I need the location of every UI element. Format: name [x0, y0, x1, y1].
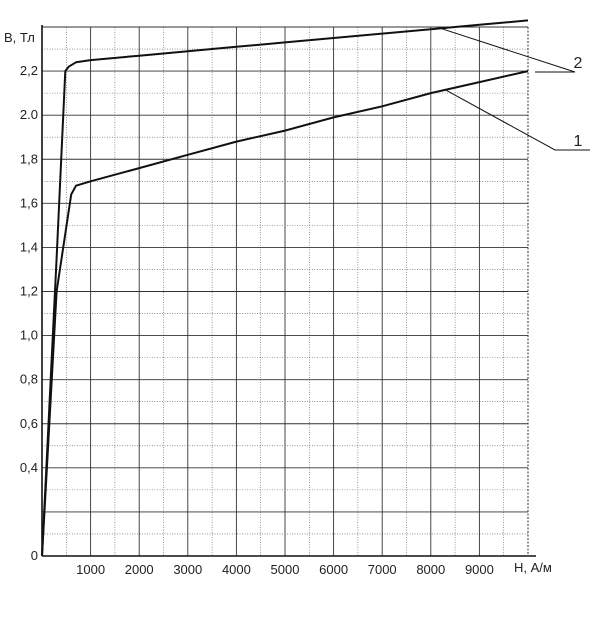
x-tick-label: 4000	[222, 562, 251, 577]
series-label-1: 1	[574, 133, 583, 150]
y-tick-labels: 0 0,4 0,6 0,8 1,0 1,2 1,4 1,6 1,8 2.0 2,2	[20, 63, 38, 563]
y-tick-label: 0,6	[20, 416, 38, 431]
x-tick-label: 5000	[271, 562, 300, 577]
y-tick-label: 2.0	[20, 107, 38, 122]
series-line-2	[41, 19, 529, 557]
x-tick-label: 7000	[368, 562, 397, 577]
series-label-2: 2	[574, 55, 583, 72]
x-tick-label: 3000	[173, 562, 202, 577]
y-tick-label: 1,6	[20, 195, 38, 210]
series-lines	[41, 19, 529, 557]
y-tick-label: 1,4	[20, 239, 38, 254]
y-tick-label: 0,8	[20, 372, 38, 387]
x-tick-label: 6000	[319, 562, 348, 577]
x-tick-label: 2000	[125, 562, 154, 577]
series-line-1	[41, 70, 529, 557]
x-tick-label: 9000	[465, 562, 494, 577]
y-tick-label: 1,0	[20, 328, 38, 343]
y-axis-label: B, Тл	[4, 30, 35, 45]
major-grid	[42, 26, 529, 556]
x-axis-label: H, А/м	[514, 560, 552, 575]
y-tick-label: 0,4	[20, 460, 38, 475]
x-tick-label: 1000	[76, 562, 105, 577]
y-tick-label: 1,8	[20, 151, 38, 166]
callout-leader-1	[445, 89, 590, 151]
axes	[41, 25, 536, 557]
x-tick-labels: 1000 2000 3000 4000 5000 6000 7000 8000 9000	[76, 562, 494, 577]
callout-leader-2	[440, 27, 576, 73]
y-tick-label: 0	[31, 548, 38, 563]
x-tick-label: 8000	[416, 562, 445, 577]
y-tick-label: 2,2	[20, 63, 38, 78]
series-callouts: 21	[440, 27, 590, 151]
y-tick-label: 1,2	[20, 284, 38, 299]
